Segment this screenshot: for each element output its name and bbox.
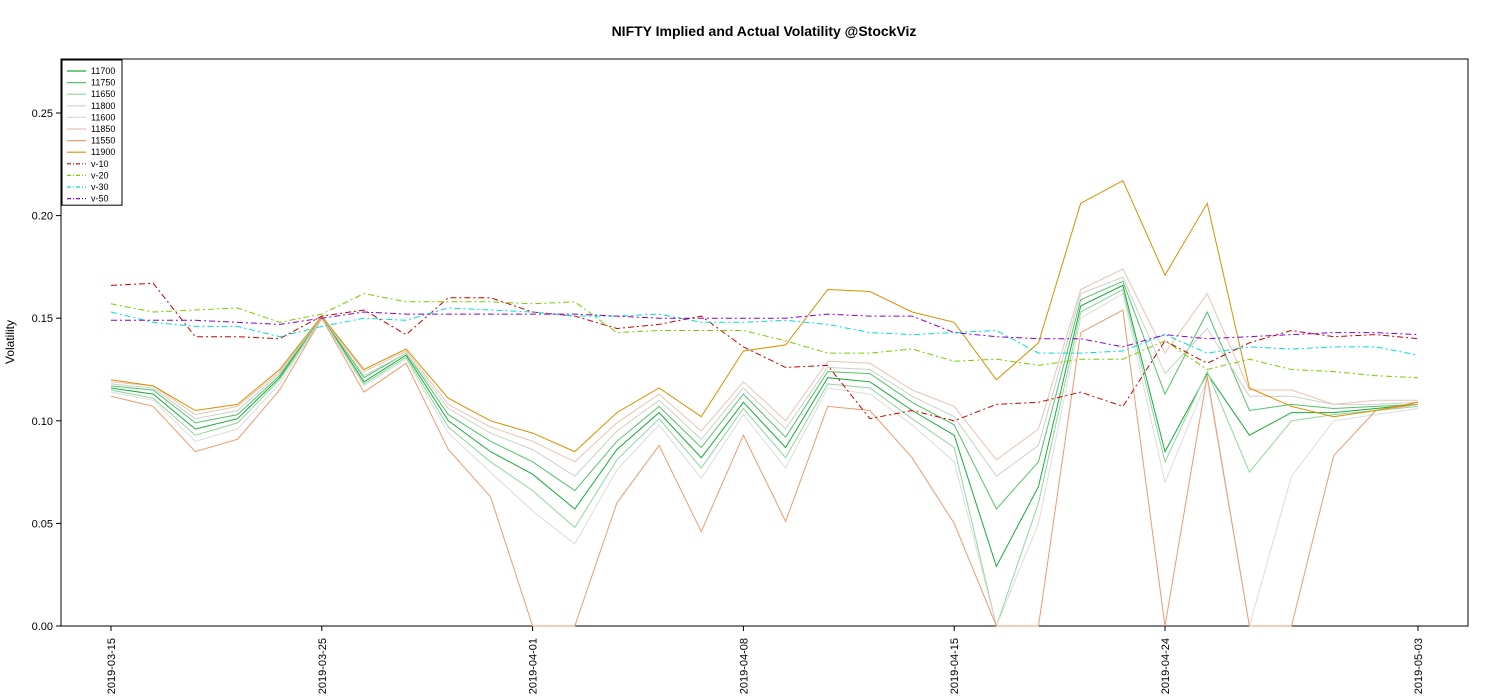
- y-tick-label: 0.25: [32, 108, 53, 120]
- series-line-11650: [110, 288, 1419, 628]
- x-tick-label: 2019-04-08: [738, 638, 750, 694]
- legend-label: 11550: [91, 136, 115, 146]
- plot-area: [60, 58, 1469, 627]
- legend-label: 11800: [91, 101, 115, 111]
- series-line-11550: [110, 309, 1419, 627]
- x-tick-label: 2019-04-24: [1160, 638, 1172, 694]
- y-tick-label: 0.15: [32, 313, 53, 325]
- x-tick-label: 2019-03-25: [317, 638, 329, 694]
- y-tick-label: 0.00: [32, 621, 53, 633]
- chart-title: NIFTY Implied and Actual Volatility @Sto…: [612, 23, 917, 39]
- x-tick-label: 2019-04-15: [949, 638, 961, 694]
- legend-label: 11750: [91, 78, 115, 88]
- series-line-11800: [110, 276, 1419, 477]
- y-tick-label: 0.20: [32, 211, 53, 223]
- series-line-v-10: [110, 282, 1419, 422]
- x-tick-label: 2019-05-03: [1413, 638, 1425, 694]
- series-line-11900: [110, 180, 1419, 453]
- legend-label: v-20: [91, 170, 109, 180]
- legend-label: v-10: [91, 159, 109, 169]
- legend-label: 11600: [91, 112, 115, 122]
- series-line-v-20: [110, 293, 1419, 379]
- y-tick-label: 0.05: [32, 518, 53, 530]
- series-line-v-30: [110, 307, 1419, 356]
- legend-box: [61, 59, 123, 206]
- legend-label: 11700: [91, 66, 115, 76]
- y-axis-label: Volatility: [3, 320, 17, 364]
- legend-label: v-50: [91, 194, 109, 204]
- legend-label: 11650: [91, 89, 115, 99]
- x-tick-label: 2019-04-01: [528, 638, 540, 694]
- x-tick-label: 2019-03-15: [106, 638, 118, 694]
- y-tick-label: 0.10: [32, 416, 53, 428]
- y-axis: 0.00 0.05 0.10 0.15 0.20 0.25: [32, 108, 61, 633]
- legend-label: 11900: [91, 147, 115, 157]
- series-line-11600: [110, 292, 1419, 628]
- legend-label: v-30: [91, 182, 109, 192]
- x-axis: 2019-03-15 2019-03-25 2019-04-01 2019-04-08…: [106, 626, 1425, 694]
- series-layer: [110, 180, 1419, 628]
- series-line-v-50: [111, 311, 1419, 348]
- legend-label: 11850: [91, 124, 115, 134]
